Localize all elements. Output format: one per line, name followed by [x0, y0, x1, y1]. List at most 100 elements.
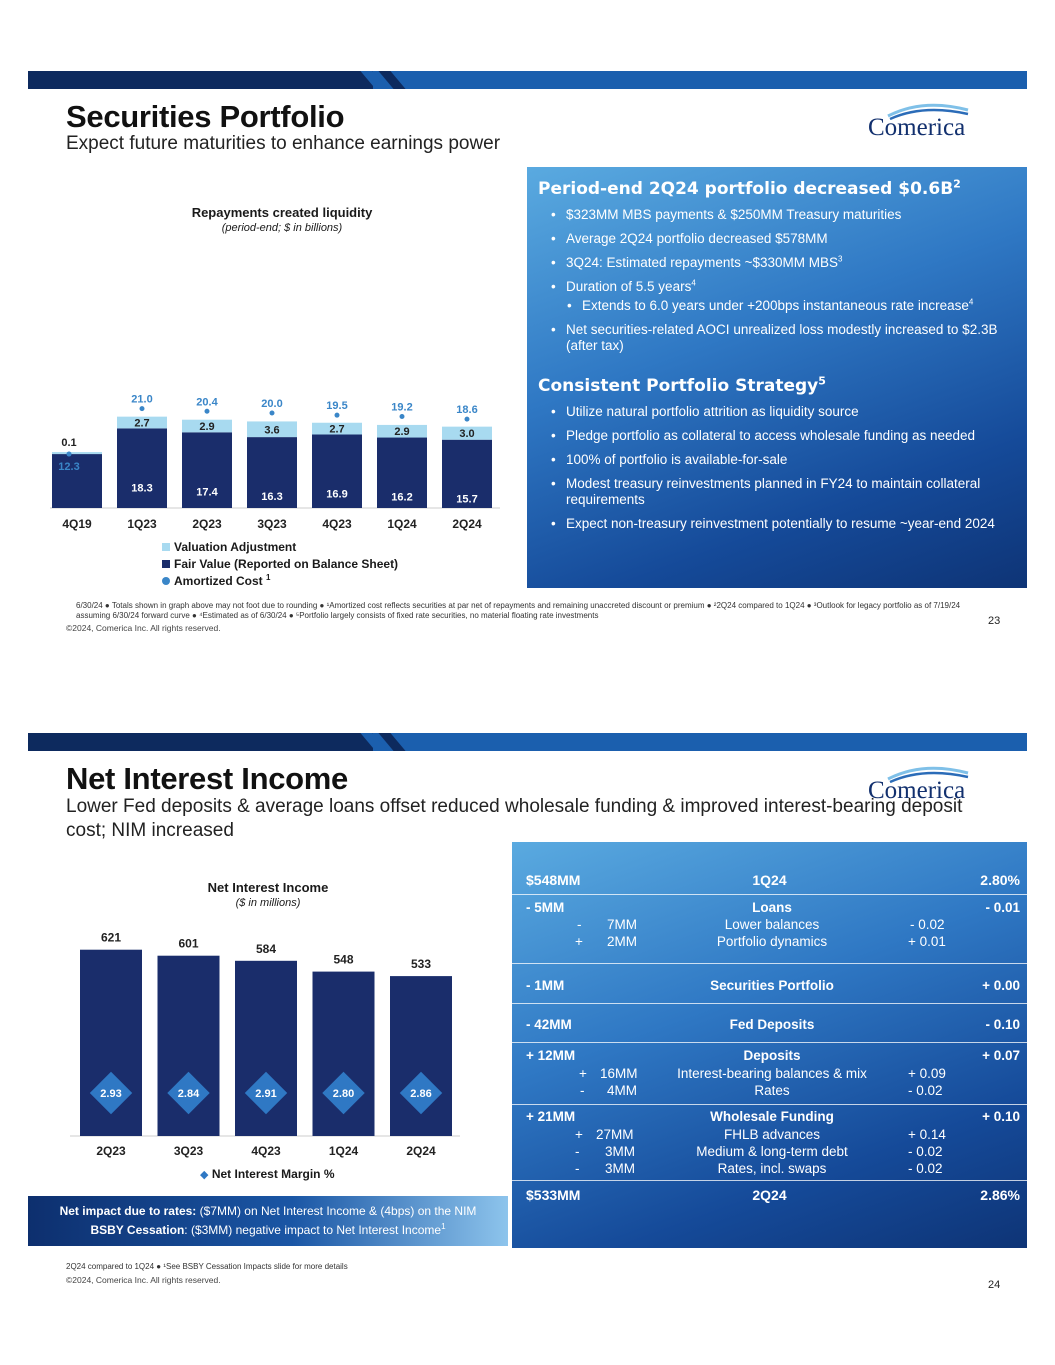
nii-chart: 621 2.93 2Q23 601 2.84 3Q23 584 2.91 4Q23 548 2.80…	[70, 931, 460, 1158]
x-tick-label: 2Q24	[452, 517, 482, 531]
bar-valuation	[182, 419, 232, 433]
x-tick-label: 2Q23	[192, 517, 222, 531]
label-nii: 548	[333, 953, 353, 967]
label-valuation: 3.6	[264, 424, 279, 436]
x-tick-label: 4Q23	[322, 517, 352, 531]
legend-valuation: Valuation Adjustment	[162, 539, 398, 556]
bullet: Utilize natural portfolio attrition as l…	[538, 404, 1018, 420]
label-valuation: 2.9	[394, 426, 409, 438]
header-bar	[28, 733, 1027, 751]
bar-valuation	[377, 424, 427, 438]
bar-fair-value	[377, 437, 427, 508]
x-tick-label: 1Q24	[387, 517, 417, 531]
bar-valuation	[312, 422, 362, 435]
label-nim: 2.93	[100, 1088, 121, 1100]
bullet: 3Q24: Estimated repayments ~$330MM MBS3	[538, 255, 1018, 271]
label-amortized: 19.5	[326, 400, 347, 412]
legend-nim: Net Interest Margin %	[211, 1167, 335, 1181]
portfolio-panel: Period-end 2Q24 portfolio decreased $0.6…	[527, 167, 1027, 588]
marker-amortized	[139, 406, 145, 412]
label-fair-value: 16.9	[326, 488, 347, 500]
bullet: $323MM MBS payments & $250MM Treasury ma…	[538, 207, 1018, 223]
bullet: Net securities-related AOCI unrealized l…	[538, 322, 1018, 354]
label-fair-value: 16.3	[261, 491, 282, 503]
label-nii: 584	[256, 942, 276, 956]
bullet: Average 2Q24 portfolio decreased $578MM	[538, 231, 1018, 247]
label-fair-value: 17.4	[196, 486, 218, 498]
chart-legend: ◆ Net Interest Margin %	[200, 1167, 335, 1181]
sub-bullet: Extends to 6.0 years under +200bps insta…	[538, 298, 1018, 314]
legend-fair-value: Fair Value (Reported on Balance Sheet)	[162, 556, 398, 573]
copyright: ©2024, Comerica Inc. All rights reserved…	[66, 1275, 221, 1285]
label-amortized: 21.0	[131, 394, 152, 406]
label-fair-value: 16.2	[391, 492, 412, 504]
x-tick-label: 4Q19	[62, 517, 92, 531]
label-nim: 2.84	[178, 1088, 200, 1100]
marker-amortized	[334, 412, 340, 418]
label-valuation: 2.9	[199, 421, 214, 433]
marker-nim	[399, 1071, 443, 1115]
marker-nim	[322, 1071, 365, 1115]
bar-valuation	[52, 452, 102, 455]
nii-walk-table: $548MM 1Q24 2.80% - 5MM Loans - 0.01 - 7…	[512, 842, 1027, 1248]
label-amortized: 18.6	[456, 404, 477, 416]
logo-wordmark: Comerica	[868, 777, 966, 804]
bar-fair-value	[442, 439, 492, 508]
page-number: 23	[988, 615, 1001, 627]
x-tick-label: 2Q23	[96, 1144, 126, 1158]
label-amortized: 19.2	[391, 401, 412, 413]
label-fair-value: 18.3	[131, 482, 152, 494]
bullet: Duration of 5.5 years4	[538, 279, 1018, 295]
page-title: Net Interest Income	[66, 761, 348, 796]
x-tick-label: 3Q23	[257, 517, 287, 531]
bar-valuation	[117, 416, 167, 429]
bar-fair-value	[312, 434, 362, 508]
label-nii: 533	[411, 957, 431, 971]
bar-fair-value	[182, 432, 232, 508]
page-subtitle: Expect future maturities to enhance earn…	[66, 133, 501, 154]
bar-fair-value	[247, 437, 297, 508]
label-valuation: 0.1	[61, 437, 76, 449]
footnote: 2Q24 compared to 1Q24 ● ¹See BSBY Cessat…	[66, 1262, 348, 1271]
marker-nim	[167, 1071, 210, 1115]
slide-securities-portfolio: Securities Portfolio Expect future matur…	[0, 0, 1055, 680]
comerica-logo: Comerica	[868, 100, 978, 144]
page-number: 24	[988, 1279, 1001, 1291]
logo-wordmark: Comerica	[868, 114, 966, 141]
x-tick-label: 1Q23	[127, 517, 157, 531]
marker-nim	[89, 1071, 133, 1115]
bullet-list-1: $323MM MBS payments & $250MM Treasury ma…	[538, 207, 1018, 354]
bullet: Pledge portfolio as collateral to access…	[538, 428, 1018, 444]
rates-impact-box: Net impact due to rates: ($7MM) on Net I…	[28, 1196, 508, 1246]
bar-fair-value	[52, 454, 102, 508]
chart-title: Net Interest Income	[207, 880, 329, 895]
label-amortized: 20.0	[261, 398, 282, 410]
bullet: 100% of portfolio is available-for-sale	[538, 452, 1018, 468]
x-tick-label: 3Q23	[174, 1144, 204, 1158]
bullet-list-2: Utilize natural portfolio attrition as l…	[538, 404, 1018, 532]
x-tick-label: 4Q23	[251, 1144, 281, 1158]
panel-heading-1: Period-end 2Q24 portfolio decreased $0.6…	[538, 177, 961, 199]
marker-amortized	[66, 451, 72, 457]
legend-amortized: Amortized Cost 1	[162, 573, 398, 590]
securities-chart: 12.4 0.1 12.3 4Q19 18.3 2.7 21.0 1Q23 17.4 2.9 20.…	[50, 394, 500, 531]
x-tick-label: 1Q24	[329, 1144, 359, 1158]
label-valuation: 2.7	[329, 424, 344, 436]
marker-amortized	[204, 408, 210, 414]
chart-legend: Valuation Adjustment Fair Value (Reporte…	[162, 539, 398, 590]
bar-valuation	[442, 426, 492, 440]
chart-subtitle: (period-end; $ in billions)	[221, 222, 343, 234]
header-bar	[28, 71, 1027, 89]
x-tick-label: 2Q24	[406, 1144, 436, 1158]
marker-amortized	[464, 416, 470, 422]
label-nim: 2.86	[410, 1088, 431, 1100]
footnote: 6/30/24 ● Totals shown in graph above ma…	[76, 601, 961, 620]
label-fair-value: 12.4	[66, 508, 88, 520]
marker-amortized	[399, 413, 405, 419]
copyright: ©2024, Comerica Inc. All rights reserved…	[66, 623, 221, 633]
label-valuation: 2.7	[134, 418, 149, 430]
label-nii: 621	[101, 931, 121, 945]
label-nim: 2.91	[255, 1088, 276, 1100]
page-title: Securities Portfolio	[66, 99, 345, 134]
